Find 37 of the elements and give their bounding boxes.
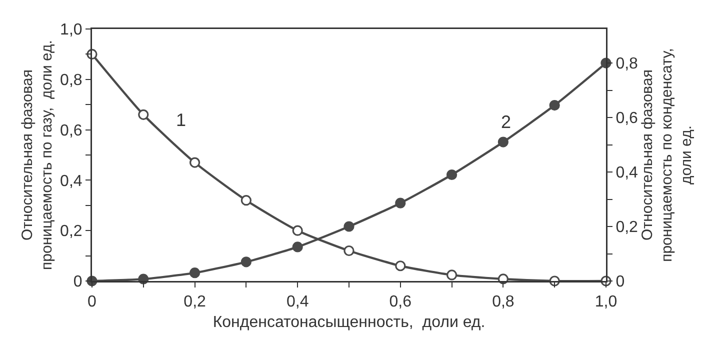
point	[498, 136, 508, 148]
y-tick-label: 0,8	[60, 72, 82, 89]
point	[240, 256, 252, 268]
y-tick-label: 1,0	[60, 22, 82, 39]
annotation: 2	[501, 112, 512, 132]
x-tick-label: 0	[88, 294, 97, 311]
point	[190, 157, 200, 168]
annotation: 1	[176, 110, 186, 130]
y-tick-label: 0,2	[60, 223, 82, 240]
x-tick-label: 1,0	[594, 294, 618, 311]
point	[446, 270, 458, 280]
y2-tick-label: 0,8	[616, 56, 638, 73]
y2-tick-label: 0,2	[616, 219, 638, 236]
y-tick-label: 0,4	[60, 172, 82, 190]
x-axis-title: Конденсатонасыщенность, доли ед.	[212, 314, 486, 332]
y2-tick-label: 0,4	[616, 164, 638, 182]
x-tick-label: 0,4	[286, 294, 309, 311]
x-tick-label: 0,8	[492, 294, 514, 311]
point	[292, 242, 303, 252]
point	[549, 100, 560, 111]
x-tick-label: 0,6	[389, 294, 412, 311]
y-tick-label: 0,6	[60, 122, 82, 140]
y2-tick-label: 0,6	[616, 110, 638, 128]
point	[240, 195, 252, 206]
point	[292, 225, 303, 236]
point	[344, 245, 354, 256]
point	[446, 169, 458, 180]
x-tick-label: 0,2	[184, 294, 206, 311]
point	[344, 221, 354, 232]
y-tick-label: 0	[73, 274, 82, 291]
point	[395, 260, 406, 272]
y-axis-title: Относительная фазовая проницаемость по газу, доли ед.	[19, 40, 56, 270]
point	[395, 198, 406, 208]
y2-axis-title: Относительная фазовая проницаемость по конденсату, доли ед.	[638, 48, 695, 262]
point	[190, 268, 200, 278]
y2-tick-label: 0	[616, 274, 625, 291]
point	[138, 109, 149, 120]
